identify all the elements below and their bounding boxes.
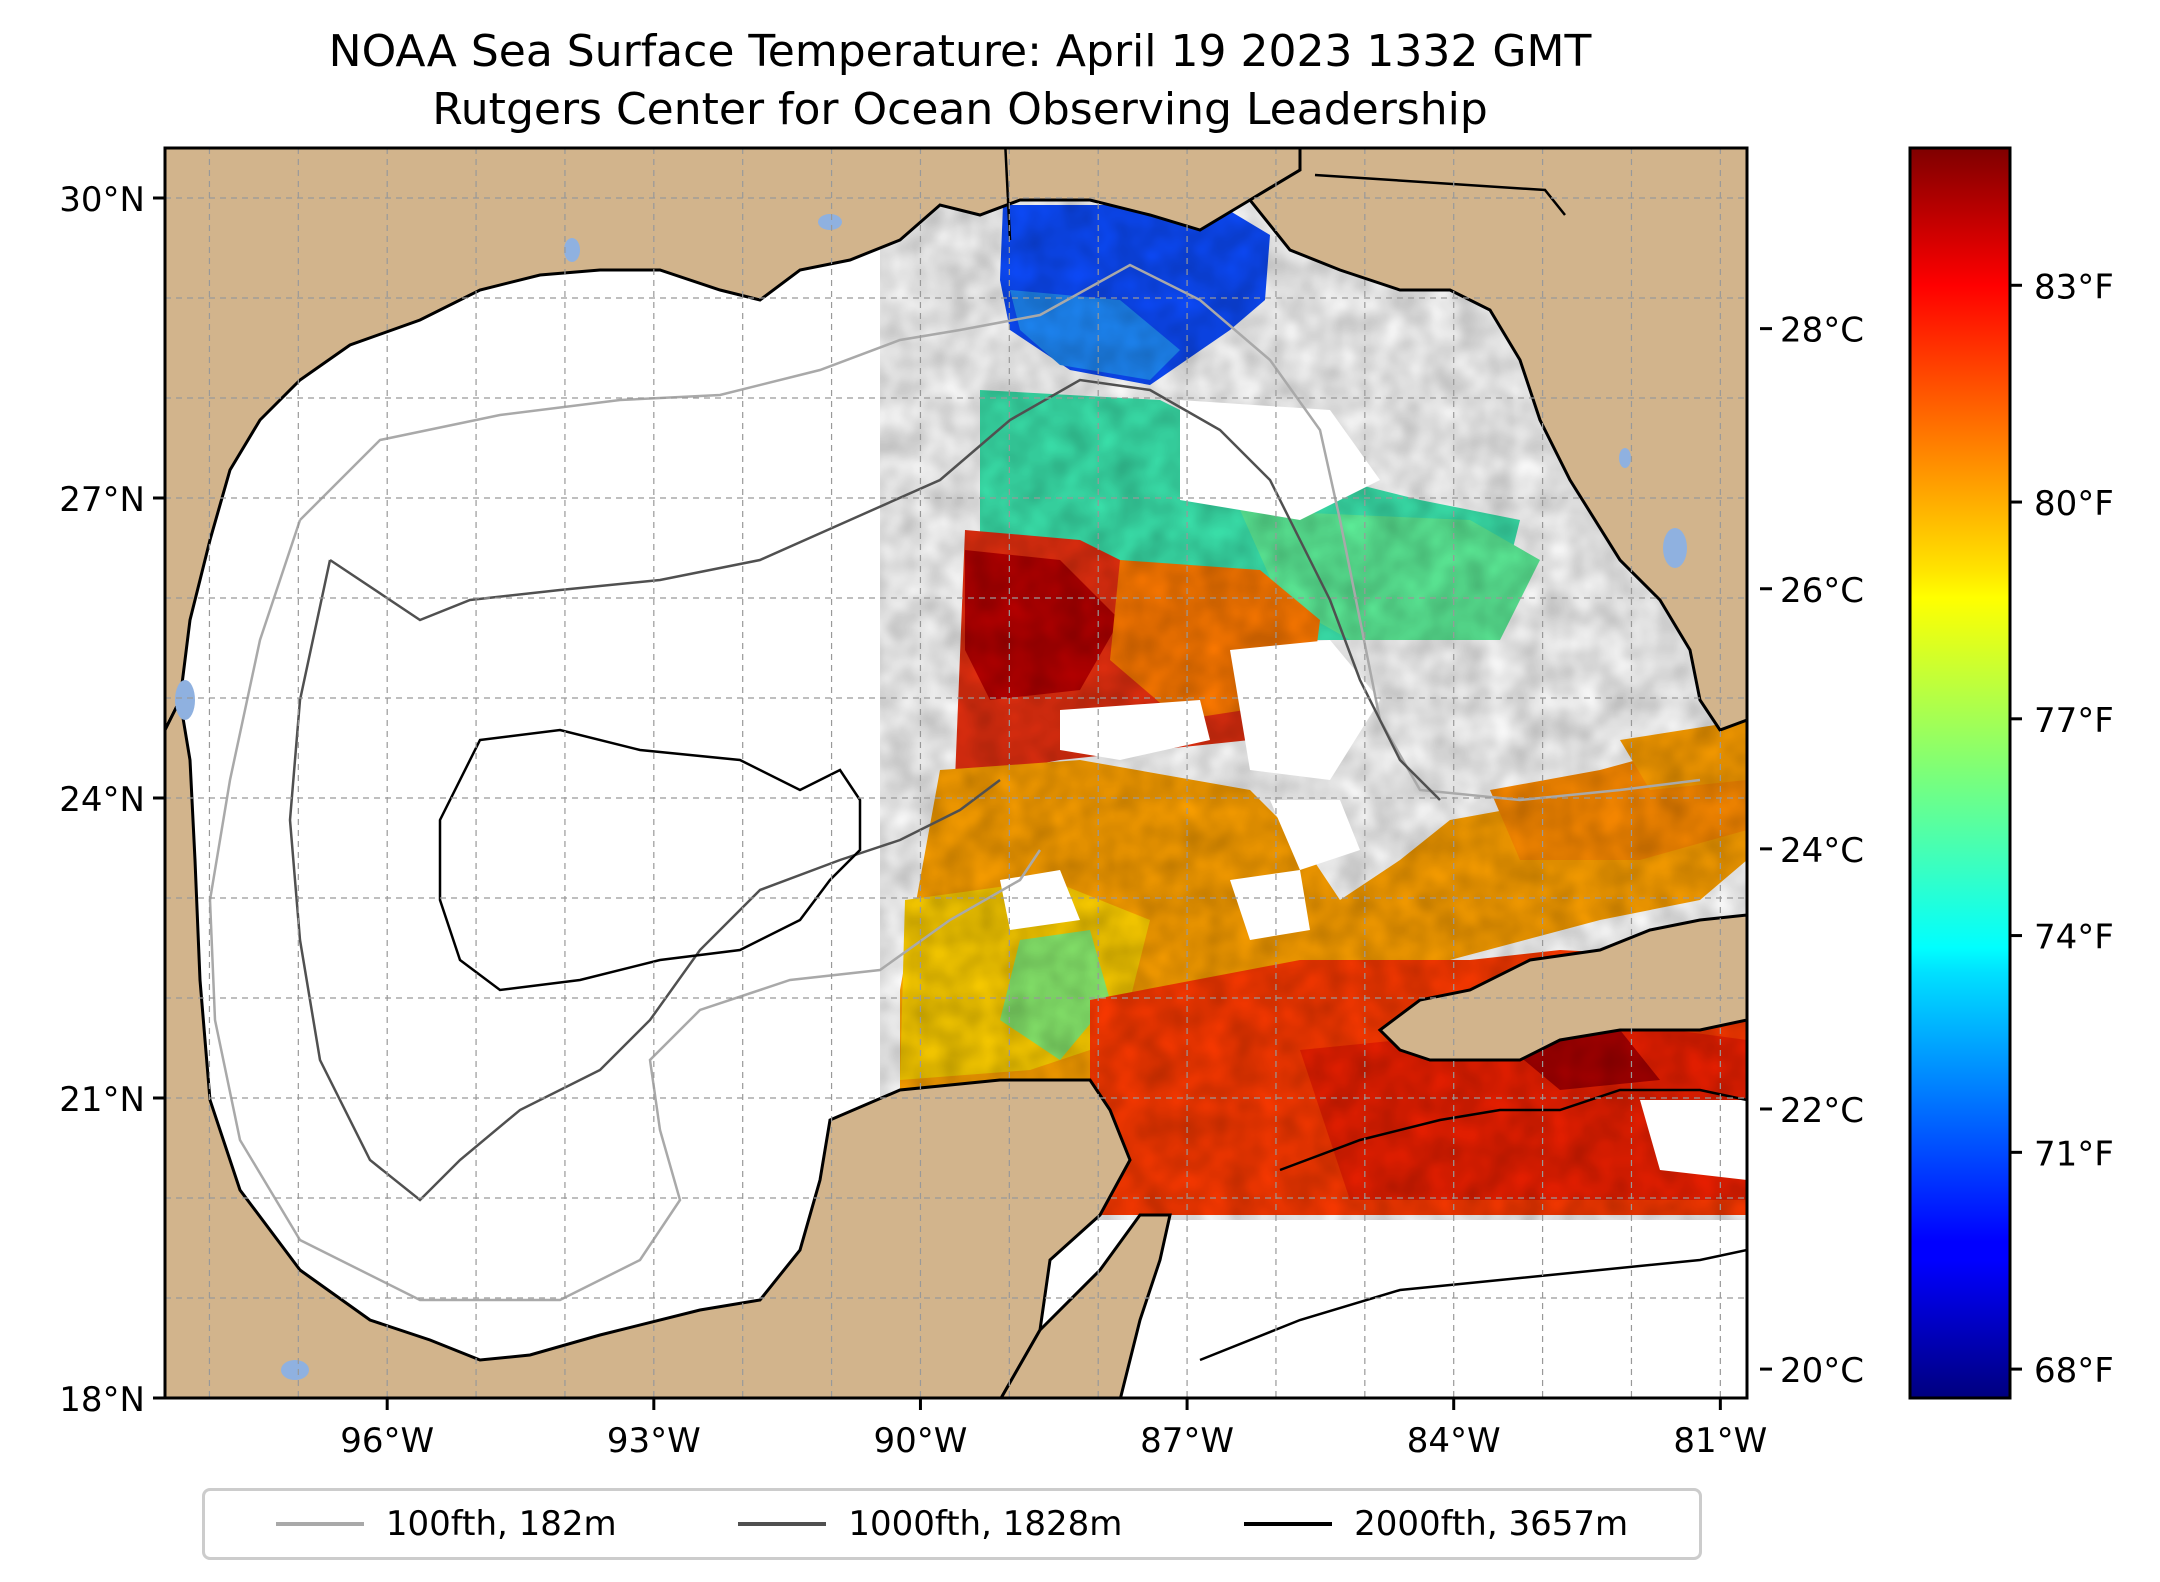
lon-tick-label: 87°W <box>1140 1421 1234 1461</box>
contour-2000fth <box>438 728 1747 1362</box>
legend-line-1000fth <box>738 1522 827 1526</box>
legend-label-100fth: 100fth, 182m <box>385 1504 617 1544</box>
latitude-axis: 30°N 27°N 24°N 21°N 18°N <box>59 180 165 1420</box>
cloud-gap-3 <box>1270 800 1360 870</box>
lat-tick-label: 27°N <box>59 480 145 520</box>
fahrenheit-tick-label: 71°F <box>2034 1134 2114 1174</box>
fahrenheit-tick-label: 68°F <box>2034 1351 2114 1391</box>
lon-tick-label: 84°W <box>1407 1421 1501 1461</box>
colorbar-fahrenheit-axis: 68°F 71°F 74°F 77°F 80°F 83°F <box>2010 267 2114 1391</box>
cloud-gap-5 <box>1180 400 1380 520</box>
longitude-axis: 96°W 93°W 90°W 87°W 84°W 81°W <box>340 1398 1767 1461</box>
cloud-gap-2 <box>1230 640 1380 780</box>
state-borders <box>1004 148 1566 241</box>
cloud-gap-1 <box>1060 700 1210 760</box>
map-layers <box>165 148 1747 1398</box>
lakes-layer <box>175 214 1687 1380</box>
map-frame <box>163 146 1749 1400</box>
celsius-tick-label: 22°C <box>1780 1091 1864 1131</box>
legend-label-1000fth: 1000fth, 1828m <box>848 1504 1123 1544</box>
contour-1000fth <box>288 378 1441 1202</box>
celsius-tick-label: 24°C <box>1780 831 1864 871</box>
colorbar <box>1908 146 2012 1400</box>
celsius-tick-label: 20°C <box>1780 1351 1864 1391</box>
legend-item-2000fth: 2000fth, 3657m <box>1244 1504 1628 1544</box>
land-us-gulf-coast <box>165 148 1302 734</box>
lon-tick-label: 96°W <box>340 1421 434 1461</box>
fahrenheit-tick-label: 74°F <box>2034 918 2114 958</box>
land-florida <box>1247 148 1747 732</box>
celsius-tick-label: 28°C <box>1780 311 1864 351</box>
fahrenheit-tick-label: 83°F <box>2034 267 2114 307</box>
land-mexico <box>165 695 1132 1398</box>
lat-tick-label: 30°N <box>59 180 145 220</box>
lon-tick-label: 90°W <box>874 1421 968 1461</box>
fahrenheit-tick-label: 77°F <box>2034 701 2114 741</box>
chart-subtitle: Rutgers Center for Ocean Observing Leade… <box>432 84 1488 135</box>
lat-tick-label: 18°N <box>59 1380 145 1420</box>
colorbar-celsius-axis: 20°C 22°C 24°C 26°C 28°C <box>1760 311 1864 1391</box>
bathymetry-legend: 100fth, 182m 1000fth, 1828m 2000fth, 365… <box>202 1488 1702 1560</box>
cloud-gap-6 <box>1000 870 1080 930</box>
lon-tick-label: 81°W <box>1673 1421 1767 1461</box>
lat-tick-label: 21°N <box>59 1080 145 1120</box>
legend-label-2000fth: 2000fth, 3657m <box>1354 1504 1629 1544</box>
legend-line-2000fth <box>1244 1522 1333 1526</box>
fahrenheit-tick-label: 80°F <box>2034 484 2114 524</box>
land-layer <box>165 148 1747 1398</box>
lon-tick-label: 93°W <box>607 1421 701 1461</box>
cloud-gap-4 <box>1230 870 1310 940</box>
legend-line-100fth <box>275 1522 364 1526</box>
chart-title: NOAA Sea Surface Temperature: April 19 2… <box>328 26 1592 77</box>
legend-item-1000fth: 1000fth, 1828m <box>738 1504 1122 1544</box>
celsius-tick-label: 26°C <box>1780 571 1864 611</box>
legend-item-100fth: 100fth, 182m <box>275 1504 617 1544</box>
lat-tick-label: 24°N <box>59 780 145 820</box>
land-cuba <box>1377 913 1747 1062</box>
land-central-america <box>999 1213 1172 1398</box>
